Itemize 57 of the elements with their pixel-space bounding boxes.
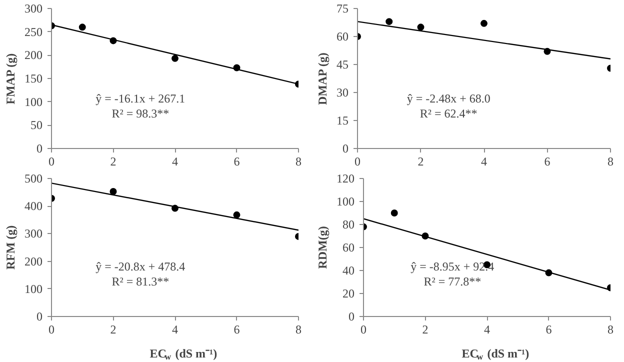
x-tick-label: 2: [418, 154, 424, 168]
annotation: R² = 62.4**: [420, 106, 478, 120]
annotation: ŷ = -2.48x + 68.0: [406, 92, 490, 106]
y-tick-label: 50: [30, 118, 42, 132]
annotation: R² = 81.3**: [112, 274, 170, 288]
annotation: ŷ = -8.95x + 92.4: [410, 260, 494, 274]
x-tick-label: 6: [544, 154, 550, 168]
annotation: ŷ = -20.8x + 478.4: [96, 260, 186, 274]
y-tick-label: 75: [336, 2, 348, 16]
x-tick-label: 8: [608, 322, 614, 336]
y-tick-label: 300: [24, 226, 42, 241]
annotation: R² = 77.8**: [424, 274, 482, 288]
y-tick-label: 40: [342, 264, 354, 278]
x-tick-label: 0: [48, 154, 54, 168]
x-tick-label: 2: [110, 322, 116, 336]
y-tick-label: 100: [24, 282, 42, 296]
y-tick-label: 250: [24, 24, 42, 39]
x-tick-label: 4: [481, 154, 487, 168]
x-tick-label: 8: [608, 154, 614, 168]
y-tick-label: 300: [24, 2, 42, 16]
y-tick-label: 0: [36, 142, 42, 156]
x-tick-label: 8: [296, 154, 302, 168]
x-tick-label: 6: [234, 322, 240, 336]
x-tick-label: 4: [484, 322, 490, 336]
y-tick-label: 100: [336, 194, 354, 208]
y-tick-label: 30: [336, 86, 348, 100]
y-axis-title: DMAP (g): [316, 52, 330, 105]
y-tick-label: 150: [24, 72, 42, 86]
x-tick-label: 4: [172, 322, 178, 336]
y-tick-label: 120: [336, 172, 354, 186]
annotation: ŷ = -16.1x + 267.1: [96, 92, 186, 106]
y-tick-label: 15: [336, 114, 348, 128]
x-tick-label: 8: [296, 322, 302, 336]
y-axis-title: FMAP (g): [4, 53, 18, 104]
y-tick-label: 400: [24, 199, 42, 214]
x-tick-label: 2: [110, 154, 116, 168]
y-tick-label: 45: [336, 58, 348, 72]
y-axis-title: RFM (g): [4, 225, 18, 270]
annotation: R² = 98.3**: [112, 106, 170, 120]
x-tick-label: 4: [172, 154, 178, 168]
x-tick-label: 0: [48, 322, 54, 336]
y-tick-label: 200: [24, 254, 42, 268]
y-tick-label: 60: [342, 240, 354, 254]
y-tick-label: 80: [342, 218, 354, 232]
y-tick-label: 500: [24, 172, 42, 186]
y-tick-label: 200: [24, 48, 42, 62]
y-axis-title: RDM(g): [316, 226, 330, 269]
y-tick-label: 100: [24, 94, 42, 109]
x-tick-label: 0: [360, 322, 366, 336]
x-tick-label: 2: [422, 322, 428, 336]
x-tick-label: 6: [546, 322, 552, 336]
x-tick-label: 6: [234, 154, 240, 168]
y-tick-label: 0: [342, 142, 348, 156]
y-tick-label: 60: [336, 30, 348, 44]
y-tick-label: 0: [348, 310, 354, 324]
y-tick-label: 0: [36, 310, 42, 324]
y-tick-label: 20: [342, 286, 354, 300]
